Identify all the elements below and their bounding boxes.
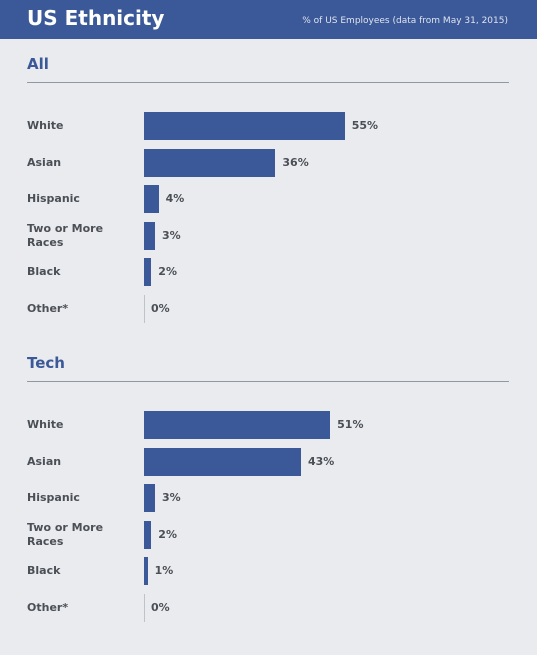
value-label: 3% — [161, 491, 181, 504]
bar — [144, 148, 276, 177]
category-label: Black — [27, 265, 61, 278]
category-label: Black — [27, 564, 61, 577]
category-label: Asian — [27, 155, 62, 169]
bar — [144, 221, 155, 250]
section-title: All — [27, 55, 49, 73]
value-label: 2% — [158, 265, 177, 278]
category-label: Two or More Races — [27, 520, 104, 548]
value-label: 4% — [165, 192, 185, 205]
category-label: Asian — [27, 454, 62, 468]
category-label: Hispanic — [27, 192, 80, 205]
bar — [144, 520, 152, 549]
bar-zero — [144, 294, 145, 323]
bar — [144, 411, 331, 439]
bar-zero — [144, 593, 145, 622]
value-label: 55% — [351, 119, 379, 132]
bar — [144, 112, 345, 140]
category-label: Other* — [27, 600, 69, 614]
section-divider — [27, 381, 509, 382]
value-label: 3% — [161, 228, 181, 242]
value-label: 2% — [158, 527, 177, 541]
bar — [144, 447, 301, 476]
value-label: 0% — [151, 600, 170, 614]
bar — [144, 484, 155, 512]
category-label: Hispanic — [27, 491, 80, 504]
value-label: 51% — [337, 418, 364, 431]
page-title: US Ethnicity — [27, 6, 165, 30]
value-label: 1% — [154, 564, 174, 577]
section-title: Tech — [27, 354, 65, 372]
category-label: White — [27, 119, 64, 132]
value-label: 43% — [307, 454, 335, 468]
bar — [144, 258, 152, 286]
header-bar: US Ethnicity % of US Employees (data fro… — [0, 0, 537, 39]
value-label: 36% — [282, 155, 309, 169]
bar — [144, 557, 148, 585]
category-label: White — [27, 418, 64, 431]
header-note: % of US Employees (data from May 31, 201… — [302, 16, 508, 26]
category-label: Two or More Races — [27, 221, 104, 249]
category-label: Other* — [27, 301, 69, 315]
section-divider — [27, 82, 509, 83]
bar — [144, 185, 159, 213]
value-label: 0% — [151, 301, 170, 315]
